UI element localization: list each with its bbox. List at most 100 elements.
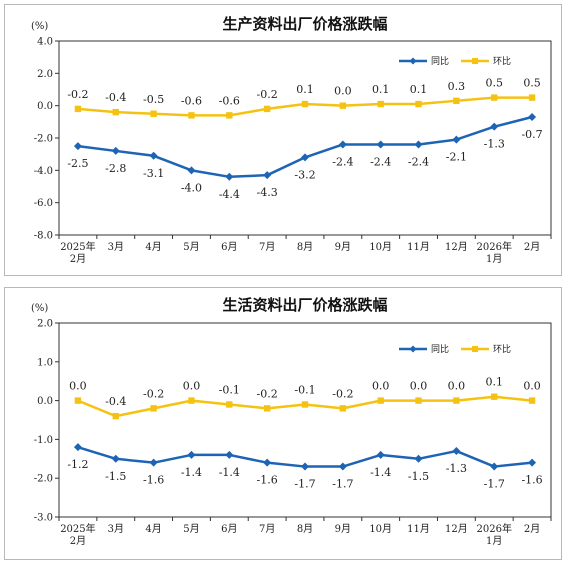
- data-point-mom: [263, 405, 271, 412]
- data-point-yoy: [187, 166, 196, 175]
- data-point-mom: [74, 397, 82, 404]
- data-point-mom: [339, 102, 347, 109]
- data-label-mom: 0.1: [485, 376, 503, 389]
- data-label-mom: 0.0: [69, 380, 87, 393]
- x-tick-label: 4月: [145, 523, 161, 535]
- data-label-mom: -0.5: [143, 93, 164, 106]
- x-tick-label: 9月: [335, 523, 351, 535]
- chart-title: 生产资料出厂价格涨跌幅: [222, 15, 387, 33]
- data-point-yoy: [263, 171, 272, 180]
- data-label-mom: -0.2: [143, 387, 164, 400]
- y-tick-label: 2.0: [37, 69, 53, 80]
- data-label-mom: 0.0: [410, 380, 428, 393]
- data-point-mom: [226, 401, 233, 408]
- data-point-yoy: [528, 458, 537, 467]
- x-tick-label: 4月: [145, 241, 161, 253]
- legend-label: 环比: [493, 343, 511, 355]
- x-tick-label: 2025年 2月: [60, 240, 95, 265]
- y-tick-label: -3.0: [34, 513, 53, 524]
- data-point-mom: [301, 100, 309, 108]
- data-label-mom: -0.1: [294, 383, 315, 396]
- data-label-yoy: -1.6: [521, 474, 542, 487]
- x-tick-label: 8月: [297, 523, 313, 535]
- data-point-mom: [491, 393, 498, 400]
- data-label-yoy: -1.4: [181, 466, 202, 479]
- y-tick-label: -2.0: [34, 474, 53, 485]
- chart-title: 生活资料出厂价格涨跌幅: [222, 296, 387, 314]
- data-point-mom: [188, 397, 195, 404]
- data-point-mom: [377, 397, 384, 404]
- data-label-mom: -0.2: [67, 88, 88, 101]
- data-label-mom: -0.2: [257, 88, 278, 101]
- data-label-mom: -0.2: [257, 387, 278, 400]
- legend-label: 同比: [431, 55, 449, 67]
- plot-frame: [58, 40, 552, 236]
- data-point-yoy: [301, 153, 309, 162]
- y-tick-label: 2.0: [37, 319, 53, 330]
- y-tick-label: -1.0: [34, 435, 53, 446]
- x-tick-label: 10月: [369, 241, 392, 253]
- data-point-yoy: [301, 462, 309, 471]
- y-tick-label: 1.0: [37, 357, 53, 368]
- data-label-yoy: -1.6: [257, 474, 278, 487]
- data-point-yoy: [187, 450, 196, 459]
- data-point-yoy: [111, 454, 120, 463]
- data-label-yoy: -1.4: [219, 466, 240, 479]
- data-point-yoy: [452, 447, 461, 456]
- data-label-mom: 0.5: [485, 77, 503, 90]
- data-label-yoy: -4.4: [219, 188, 240, 201]
- data-label-mom: 0.1: [372, 83, 390, 96]
- x-tick-label: 3月: [108, 241, 124, 253]
- data-label-yoy: -2.4: [370, 155, 391, 168]
- data-point-yoy: [414, 454, 423, 463]
- data-label-mom: 0.3: [448, 80, 466, 93]
- data-point-mom: [453, 397, 460, 404]
- chart-svg-production: 生产资料出厂价格涨跌幅 (%) 4.0 2.0 0.0 -2.0 -4.0 -6.0 -8.0 2…: [31, 15, 552, 265]
- y-tick-label: 0.0: [37, 396, 53, 407]
- data-point-mom: [112, 108, 119, 116]
- data-point-yoy: [338, 140, 347, 149]
- data-label-yoy: -1.3: [446, 462, 467, 475]
- data-point-mom: [528, 94, 536, 101]
- data-point-mom: [415, 100, 422, 108]
- x-tick-label: 9月: [335, 241, 351, 253]
- data-label-mom: -0.4: [105, 91, 126, 104]
- data-label-yoy: -3.1: [143, 167, 164, 180]
- y-axis-unit: (%): [31, 303, 48, 314]
- data-label-mom: -0.4: [105, 395, 126, 408]
- data-label-yoy: -2.1: [446, 151, 467, 164]
- legend-item-mom: 环比: [461, 55, 511, 67]
- data-point-yoy: [528, 112, 537, 121]
- y-tick-label: -2.0: [34, 134, 53, 145]
- x-tick-label: 8月: [297, 241, 313, 253]
- data-label-yoy: -4.3: [257, 186, 278, 199]
- data-point-mom: [74, 105, 82, 113]
- data-point-mom: [453, 97, 460, 105]
- y-tick-label: -6.0: [34, 198, 53, 209]
- y-tick-label: 0.0: [37, 101, 53, 112]
- data-label-yoy: -1.6: [143, 474, 164, 487]
- chart-svg-living: 生活资料出厂价格涨跌幅 (%) 2.0 1.0 0.0 -1.0 -2.0 -3.0 2025年…: [31, 296, 552, 547]
- x-tick-label: 11月: [407, 241, 430, 253]
- data-point-yoy: [149, 151, 158, 160]
- data-label-yoy: -1.7: [294, 478, 315, 491]
- data-label-yoy: -1.5: [105, 470, 126, 483]
- data-label-yoy: -2.5: [67, 157, 88, 170]
- data-point-yoy: [263, 458, 272, 467]
- data-point-yoy: [225, 450, 234, 459]
- plot-frame: [58, 322, 552, 518]
- data-label-yoy: -4.0: [181, 181, 202, 194]
- x-tick-label: 7月: [259, 241, 275, 253]
- data-point-mom: [528, 397, 536, 404]
- x-tick-label: 12月: [445, 523, 468, 535]
- data-point-yoy: [111, 146, 120, 155]
- data-label-mom: 0.0: [523, 380, 541, 393]
- legend-item-yoy: 同比: [399, 343, 449, 355]
- x-tick-label: 7月: [259, 523, 275, 535]
- x-tick-label: 11月: [407, 523, 430, 535]
- data-point-yoy: [452, 135, 461, 144]
- data-label-yoy: -1.7: [484, 478, 505, 491]
- y-tick-label: 4.0: [37, 37, 53, 48]
- data-point-yoy: [490, 462, 499, 471]
- data-label-mom: -0.2: [332, 387, 353, 400]
